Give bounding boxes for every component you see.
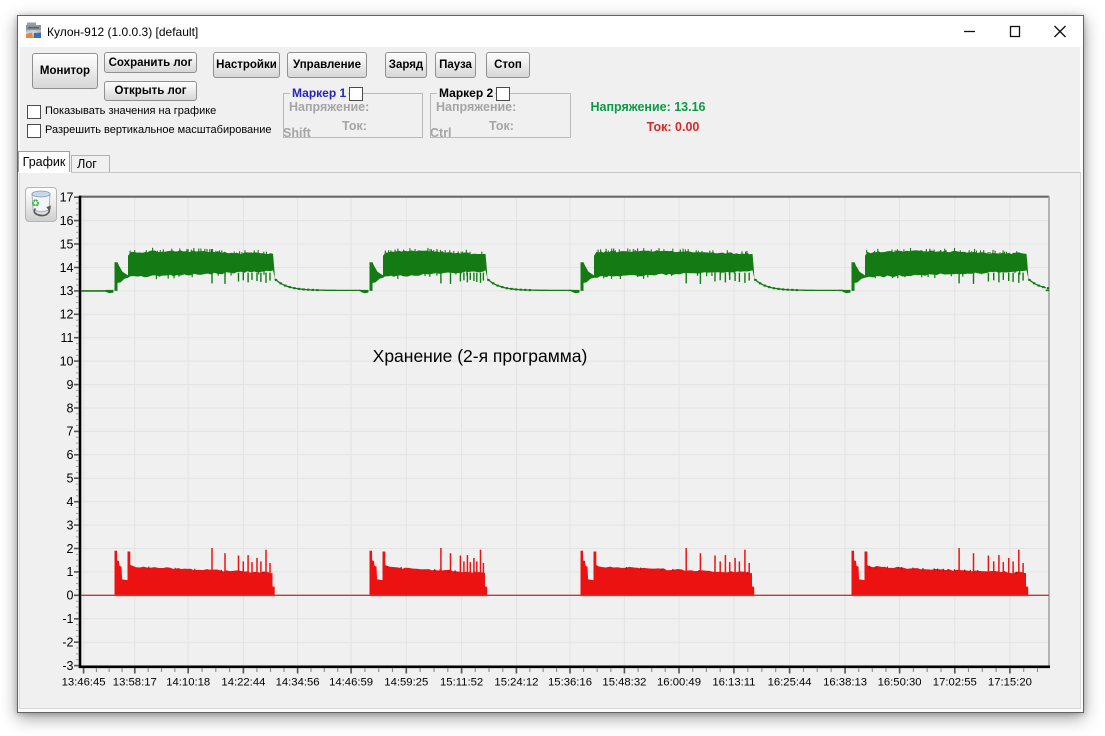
- svg-text:Хранение (2-я программа): Хранение (2-я программа): [373, 346, 588, 366]
- svg-text:♻: ♻: [31, 199, 40, 210]
- svg-text:13: 13: [60, 284, 74, 298]
- svg-text:15:11:52: 15:11:52: [440, 677, 483, 689]
- svg-text:15:48:32: 15:48:32: [602, 677, 646, 689]
- svg-text:15: 15: [60, 237, 74, 251]
- svg-text:-1: -1: [62, 612, 73, 626]
- svg-text:16:00:49: 16:00:49: [657, 677, 701, 689]
- svg-text:1: 1: [67, 565, 74, 579]
- svg-text:2: 2: [67, 542, 74, 556]
- svg-text:9: 9: [67, 378, 74, 392]
- svg-text:14:34:56: 14:34:56: [276, 677, 320, 689]
- svg-text:16: 16: [60, 214, 74, 228]
- svg-text:14:22:44: 14:22:44: [221, 677, 265, 689]
- svg-text:15:36:16: 15:36:16: [548, 677, 592, 689]
- svg-text:10: 10: [60, 354, 74, 368]
- svg-text:16:50:30: 16:50:30: [878, 677, 922, 689]
- svg-text:-3: -3: [62, 659, 73, 673]
- svg-text:17: 17: [60, 191, 74, 205]
- svg-text:14:59:25: 14:59:25: [384, 677, 428, 689]
- svg-text:17:15:20: 17:15:20: [988, 677, 1032, 689]
- svg-text:3: 3: [67, 518, 74, 532]
- svg-text:16:13:11: 16:13:11: [712, 677, 755, 689]
- svg-text:7: 7: [67, 425, 74, 439]
- svg-text:17:02:55: 17:02:55: [933, 677, 977, 689]
- svg-text:14:46:59: 14:46:59: [329, 677, 373, 689]
- svg-text:14: 14: [60, 261, 74, 275]
- svg-text:8: 8: [67, 401, 74, 415]
- svg-text:16:38:13: 16:38:13: [823, 677, 867, 689]
- svg-text:11: 11: [61, 331, 74, 345]
- svg-text:-2: -2: [62, 636, 73, 650]
- svg-text:13:46:45: 13:46:45: [62, 677, 106, 689]
- svg-text:13:58:17: 13:58:17: [113, 677, 157, 689]
- svg-text:6: 6: [67, 448, 74, 462]
- svg-text:0: 0: [67, 589, 74, 603]
- svg-text:12: 12: [60, 308, 74, 322]
- svg-text:4: 4: [67, 495, 74, 509]
- svg-text:14:10:18: 14:10:18: [166, 677, 210, 689]
- svg-text:5: 5: [67, 472, 74, 486]
- svg-text:15:24:12: 15:24:12: [494, 677, 538, 689]
- svg-text:16:25:44: 16:25:44: [768, 677, 812, 689]
